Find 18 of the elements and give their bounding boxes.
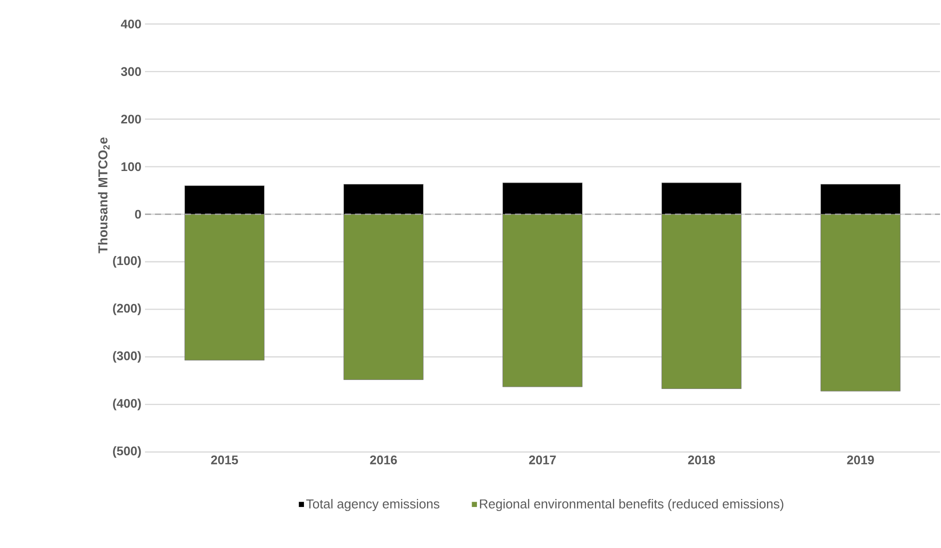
- x-tick-label: 2017: [529, 456, 556, 464]
- x-tick-label: 2015: [211, 456, 238, 464]
- x-tick-label: 2016: [370, 456, 397, 464]
- legend-label: Regional environmental benefits (reduced emissions): [480, 498, 784, 512]
- y-tick-label: 200: [121, 114, 141, 124]
- y-tick-label: (200): [113, 304, 141, 316]
- y-tick-label: 0: [135, 210, 141, 219]
- y-tick-label: 300: [120, 67, 141, 76]
- legend-label: Total agency emissions: [306, 498, 440, 512]
- x-tick-label: 2018: [688, 456, 715, 464]
- y-tick-label: 100: [121, 162, 141, 172]
- y-tick-label: 400: [120, 20, 141, 28]
- y-tick-label: (100): [113, 256, 141, 268]
- x-tick-label: 2019: [847, 456, 874, 464]
- y-tick-label: (400): [113, 398, 141, 410]
- y-tick-label: (300): [113, 351, 141, 363]
- y-axis-title: Thousand MTCO$_{2}$e: [98, 137, 110, 254]
- y-tick-label: (500): [113, 446, 141, 458]
